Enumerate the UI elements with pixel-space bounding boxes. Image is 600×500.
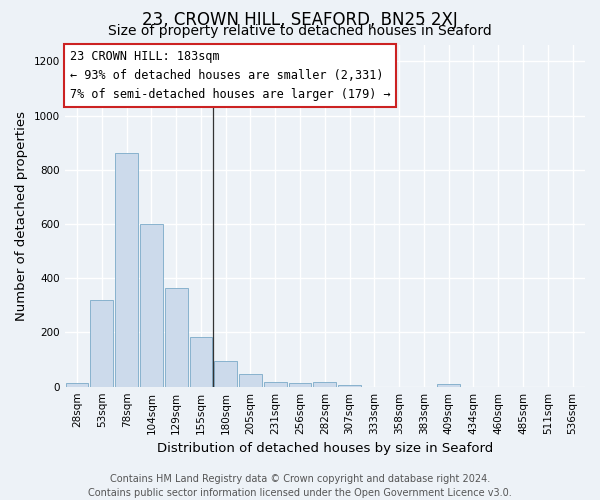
Text: Contains HM Land Registry data © Crown copyright and database right 2024.
Contai: Contains HM Land Registry data © Crown c…: [88, 474, 512, 498]
X-axis label: Distribution of detached houses by size in Seaford: Distribution of detached houses by size …: [157, 442, 493, 455]
Text: Size of property relative to detached houses in Seaford: Size of property relative to detached ho…: [108, 24, 492, 38]
Bar: [437, 384, 460, 386]
Y-axis label: Number of detached properties: Number of detached properties: [15, 111, 28, 321]
Bar: [338, 384, 361, 386]
Bar: [214, 361, 237, 386]
Text: 23 CROWN HILL: 183sqm
← 93% of detached houses are smaller (2,331)
7% of semi-de: 23 CROWN HILL: 183sqm ← 93% of detached …: [70, 50, 391, 101]
Bar: [115, 154, 138, 386]
Bar: [239, 374, 262, 386]
Bar: [313, 382, 336, 386]
Bar: [190, 336, 212, 386]
Bar: [165, 288, 188, 386]
Bar: [289, 384, 311, 386]
Text: 23, CROWN HILL, SEAFORD, BN25 2XJ: 23, CROWN HILL, SEAFORD, BN25 2XJ: [142, 11, 458, 29]
Bar: [140, 224, 163, 386]
Bar: [264, 382, 287, 386]
Bar: [91, 300, 113, 386]
Bar: [65, 384, 88, 386]
